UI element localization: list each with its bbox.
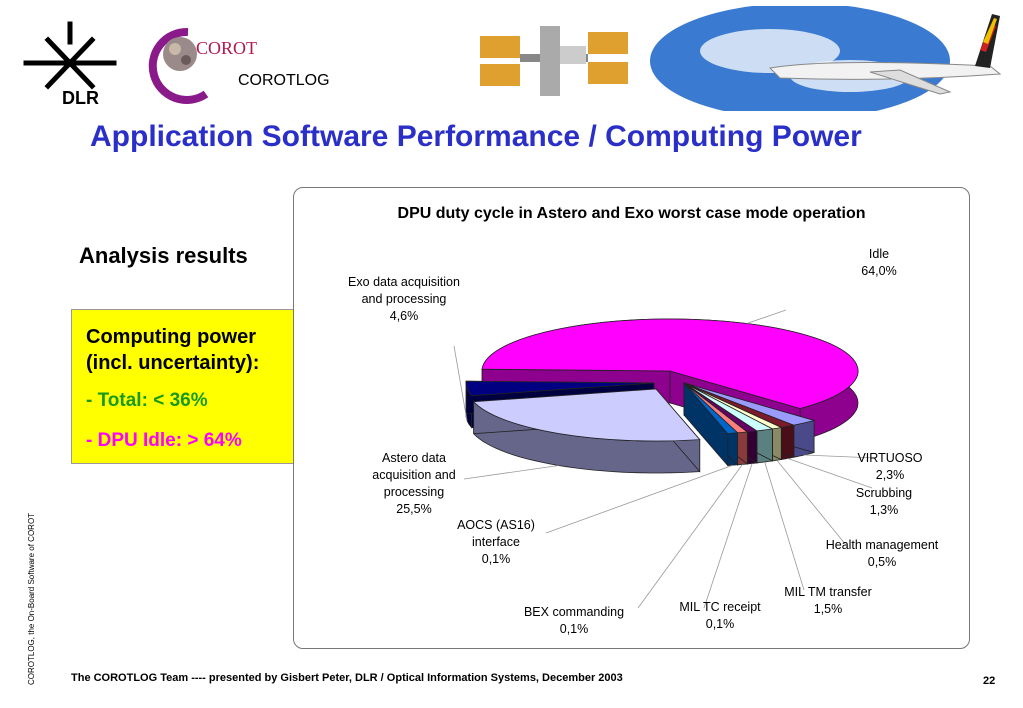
pie-slice-label: MIL TM transfer 1,5% bbox=[784, 584, 872, 618]
total-line: - Total: < 36% bbox=[86, 390, 208, 412]
pie-slice-label-line: BEX commanding bbox=[523, 605, 625, 619]
pie-slice-value: 4,6% bbox=[389, 309, 419, 323]
corotlog-label: COROTLOG bbox=[238, 72, 330, 89]
pie-slice bbox=[481, 318, 859, 409]
pie-slice-label: Idle 64,0% bbox=[861, 246, 896, 280]
summary-heading: Computing power (incl. uncertainty): bbox=[86, 324, 259, 376]
pie-leader-line bbox=[463, 465, 559, 480]
pie-slice-label-line: Astero data bbox=[382, 451, 446, 465]
page-title: Application Software Performance / Compu… bbox=[90, 120, 862, 153]
summary-heading-line1: Computing power bbox=[86, 326, 256, 348]
pie-slice-value: 1,3% bbox=[869, 503, 899, 517]
pie-leader-line bbox=[804, 454, 877, 459]
pie-slice-label: Astero data acquisition and processing 25,5… bbox=[372, 450, 455, 518]
pie-slice-value: 1,5% bbox=[813, 602, 843, 616]
pie-slice-value: 25,5% bbox=[396, 502, 432, 516]
pie-slice-label-line: acquisition and bbox=[372, 468, 456, 482]
pie-slice-label-line: Exo data acquisition bbox=[348, 275, 460, 289]
pie-leader-line bbox=[746, 309, 787, 324]
pie-slice-label: Health management 0,5% bbox=[826, 537, 939, 571]
earth-globe-image bbox=[650, 6, 950, 111]
pie-slice-label-line: interface bbox=[472, 535, 520, 549]
pie-slice bbox=[683, 382, 739, 435]
pie-leader-line bbox=[776, 459, 847, 546]
corot-logo-text: COROT bbox=[196, 38, 257, 58]
dlr-logo-text: DLR bbox=[62, 88, 99, 108]
pie-slice-label: BEX commanding 0,1% bbox=[524, 604, 624, 638]
pie-chart bbox=[453, 309, 877, 609]
pie-leader-line bbox=[453, 345, 468, 421]
footer-presenter: The COROTLOG Team ---- presented by Gisb… bbox=[71, 672, 623, 684]
page-number: 22 bbox=[983, 675, 996, 687]
pie-slice-label-line: Health management bbox=[825, 538, 939, 552]
pie-slice-label: AOCS (AS16) interface 0,1% bbox=[457, 517, 535, 568]
pie-leader-line bbox=[764, 461, 805, 591]
pie-slice-label-line: MIL TM transfer bbox=[784, 585, 872, 599]
dlr-logo: DLR bbox=[23, 21, 117, 108]
pie-slice-value: 0,1% bbox=[481, 552, 511, 566]
pie-slice-value: 2,3% bbox=[875, 468, 905, 482]
total-dash: - bbox=[86, 390, 93, 411]
analysis-heading: Analysis results bbox=[79, 243, 248, 268]
pie-leader-lines bbox=[453, 309, 877, 609]
space-aircraft-banner bbox=[480, 6, 1002, 111]
pie-slice-label-line: Scrubbing bbox=[855, 486, 913, 500]
pie-tops bbox=[465, 318, 859, 442]
pie-slice bbox=[472, 388, 701, 442]
pie-leader-line bbox=[637, 464, 743, 609]
pie-slice-label-line: VIRTUOSO bbox=[857, 451, 923, 465]
side-caption: COROTLOG, the On-Board Software of COROT bbox=[27, 512, 36, 685]
pie-slice-label-line: MIL TC receipt bbox=[679, 600, 761, 614]
total-value: Total: < 36% bbox=[97, 390, 208, 411]
idle-value: DPU Idle: > 64% bbox=[97, 430, 242, 451]
pie-slice-label-line: AOCS (AS16) bbox=[457, 518, 535, 532]
computing-power-summary-box: Computing power (incl. uncertainty): - T… bbox=[71, 309, 314, 464]
summary-heading-line2: (incl. uncertainty): bbox=[86, 352, 260, 374]
pie-chart-panel: DPU duty cycle in Astero and Exo worst c… bbox=[293, 187, 970, 649]
pie-slice-label-line: and processing bbox=[361, 292, 447, 306]
pie-slice-value: 0,1% bbox=[559, 622, 589, 636]
chart-title: DPU duty cycle in Astero and Exo worst c… bbox=[397, 205, 866, 222]
pie-slice-value: 0,5% bbox=[867, 555, 897, 569]
pie-slice-label: Scrubbing 1,3% bbox=[856, 485, 912, 519]
space-station-image bbox=[480, 26, 628, 96]
pie-slice-label: VIRTUOSO 2,3% bbox=[857, 450, 922, 484]
pie-slice-label: Exo data acquisition and processing 4,6% bbox=[348, 274, 460, 325]
pie-slice-label: MIL TC receipt 0,1% bbox=[679, 599, 760, 633]
pie-slice-value: 64,0% bbox=[861, 264, 897, 278]
pie-leader-line bbox=[703, 463, 753, 609]
corot-logo: COROT bbox=[148, 27, 257, 104]
pie-slice-value: 0,1% bbox=[705, 617, 735, 631]
pie-leader-line bbox=[545, 464, 733, 534]
pie-leader-line bbox=[787, 458, 873, 489]
pie-slice bbox=[465, 380, 655, 397]
idle-dash: - bbox=[86, 430, 93, 451]
pie-slice-label-line: Idle bbox=[868, 247, 890, 261]
idle-line: - DPU Idle: > 64% bbox=[86, 430, 242, 452]
pie-slice-label-line: processing bbox=[383, 485, 445, 499]
airplane-image bbox=[768, 14, 1002, 95]
